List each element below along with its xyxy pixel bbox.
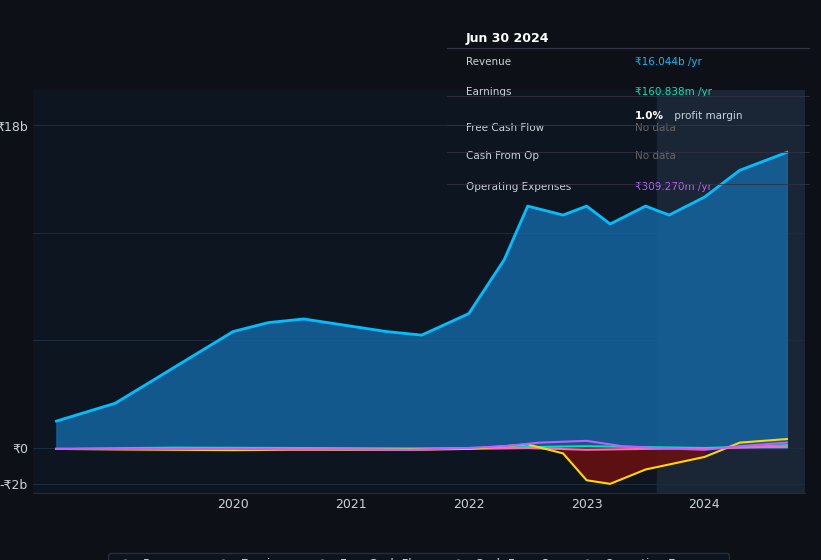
Legend: Revenue, Earnings, Free Cash Flow, Cash From Op, Operating Expenses: Revenue, Earnings, Free Cash Flow, Cash … xyxy=(108,553,729,560)
Text: Earnings: Earnings xyxy=(466,87,511,97)
Text: No data: No data xyxy=(635,123,677,133)
Text: ₹16.044b /yr: ₹16.044b /yr xyxy=(635,57,702,67)
Text: No data: No data xyxy=(635,151,677,161)
Text: Jun 30 2024: Jun 30 2024 xyxy=(466,32,549,45)
Text: 1.0%: 1.0% xyxy=(635,111,664,121)
Text: ₹160.838m /yr: ₹160.838m /yr xyxy=(635,87,713,97)
Text: ₹309.270m /yr: ₹309.270m /yr xyxy=(635,181,712,192)
Text: Operating Expenses: Operating Expenses xyxy=(466,181,571,192)
Text: Revenue: Revenue xyxy=(466,57,511,67)
Text: Cash From Op: Cash From Op xyxy=(466,151,539,161)
Text: profit margin: profit margin xyxy=(672,111,743,121)
Text: Free Cash Flow: Free Cash Flow xyxy=(466,123,544,133)
Bar xyxy=(658,90,805,493)
